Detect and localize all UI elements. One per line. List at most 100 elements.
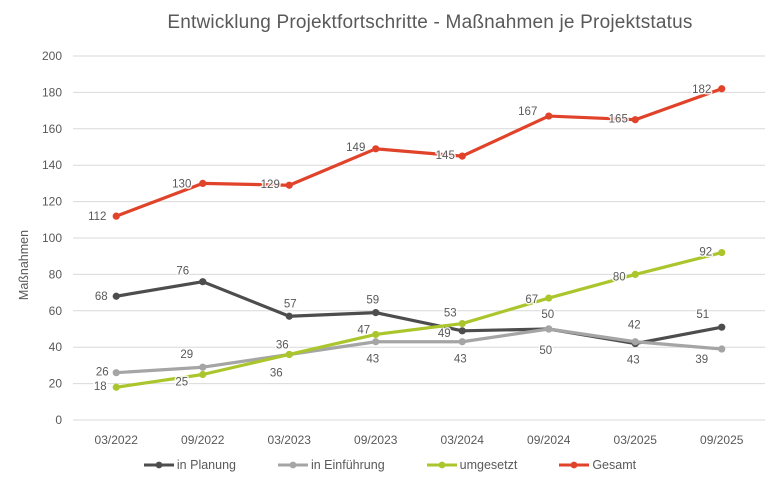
data-point-marker [285, 181, 293, 189]
data-point-label: 92 [699, 247, 712, 259]
y-axis-tick-label: 120 [42, 195, 62, 209]
x-axis-tick-label: 09/2022 [181, 433, 225, 447]
data-point-label: 130 [172, 178, 191, 190]
data-point-label: 43 [454, 354, 467, 366]
data-point-marker [372, 145, 380, 153]
y-axis-tick-label: 40 [49, 340, 63, 354]
data-point-marker [199, 278, 207, 286]
y-axis-title: Maßnahmen [17, 230, 31, 300]
data-point-marker [112, 383, 120, 391]
x-axis-tick-label: 03/2024 [441, 433, 485, 447]
y-axis-tick-label: 100 [42, 231, 62, 245]
y-axis-tick-label: 80 [49, 267, 63, 281]
data-point-label: 76 [176, 266, 189, 278]
chart-title: Entwicklung Projektfortschritte - Maßnah… [167, 12, 693, 33]
y-axis-tick-label: 60 [49, 304, 63, 318]
data-point-label: 68 [95, 291, 108, 303]
data-point-label: 42 [628, 320, 641, 332]
data-point-label: 43 [627, 355, 640, 367]
x-axis-tick-label: 09/2024 [527, 433, 571, 447]
data-point-marker [631, 270, 639, 278]
data-point-marker [199, 179, 207, 187]
data-point-label: 26 [96, 367, 109, 379]
data-point-marker [372, 330, 380, 339]
legend-marker-icon [277, 461, 308, 469]
data-point-marker [285, 312, 293, 320]
x-axis-tick-label: 03/2022 [95, 433, 139, 447]
data-point-label: 18 [94, 381, 107, 393]
legend-item-in-einf-hrung: in Einführung [277, 458, 385, 472]
data-point-marker [372, 309, 380, 317]
data-point-label: 50 [539, 345, 552, 357]
series-gesamt: 112 130 129 149 145 167 165 182 [87, 82, 726, 225]
data-point-label: 25 [175, 377, 188, 389]
data-point-marker [631, 116, 639, 124]
data-point-label: 43 [366, 354, 379, 366]
data-point-label: 53 [444, 308, 457, 320]
series-in-planung: 68 76 57 59 49 50 42 51 [93, 264, 726, 348]
data-point-marker [631, 338, 639, 346]
y-axis-tick-label: 0 [55, 413, 62, 427]
legend-label: umgesetzt [459, 458, 518, 472]
series-line [114, 250, 724, 389]
y-axis-tick-label: 20 [49, 377, 63, 391]
y-axis-tick-label: 180 [42, 85, 62, 99]
data-point-label: 149 [346, 142, 365, 154]
data-point-marker [545, 112, 553, 120]
data-point-marker [718, 345, 726, 353]
data-point-label: 145 [436, 150, 455, 162]
data-point-label: 50 [541, 309, 554, 321]
x-axis-tick-label: 03/2025 [614, 433, 658, 447]
x-axis-tick-label: 09/2023 [354, 433, 398, 447]
legend-item-in-planung: in Planung [143, 458, 236, 472]
legend-marker-dot [570, 461, 578, 469]
data-point-label: 112 [88, 211, 106, 223]
data-point-marker [458, 319, 466, 328]
data-point-label: 80 [613, 271, 626, 283]
legend-marker-dot [438, 461, 446, 469]
data-point-label: 49 [438, 328, 451, 340]
series-line [114, 327, 724, 375]
data-point-label: 57 [284, 298, 297, 310]
legend-marker-dot [155, 461, 163, 469]
y-axis-tick-label: 160 [42, 122, 62, 136]
series-line [114, 280, 724, 346]
legend-marker-icon [143, 461, 174, 469]
data-point-label: 167 [518, 106, 537, 118]
data-point-marker [199, 370, 207, 379]
data-point-label: 36 [270, 367, 283, 379]
data-point-marker [458, 152, 466, 160]
data-point-label: 59 [366, 295, 379, 307]
legend-item-umgesetzt: umgesetzt [426, 458, 518, 472]
data-point-label: 29 [180, 349, 193, 361]
data-point-label: 47 [357, 324, 370, 336]
x-axis-tick-label: 09/2025 [700, 433, 744, 447]
data-point-marker [285, 350, 293, 359]
legend-item-gesamt: Gesamt [559, 458, 636, 472]
data-point-label: 36 [276, 339, 289, 351]
data-point-marker [545, 325, 553, 333]
data-point-marker [199, 363, 207, 371]
data-point-marker [718, 85, 726, 93]
legend-label: Gesamt [592, 458, 637, 472]
legend-marker-icon [426, 461, 457, 469]
y-axis-tick-label: 140 [42, 158, 62, 172]
data-point-marker [718, 248, 726, 257]
data-point-marker [372, 338, 380, 346]
data-point-marker [545, 294, 553, 302]
legend-label: in Planung [176, 458, 236, 472]
data-point-marker [458, 327, 466, 335]
legend-label: in Einführung [310, 458, 385, 472]
series-umgesetzt: 18 25 36 47 53 67 80 92 [92, 245, 726, 395]
data-point-marker [458, 338, 466, 346]
data-point-label: 39 [695, 354, 708, 366]
x-axis-tick-label: 03/2023 [268, 433, 312, 447]
data-point-marker [112, 292, 120, 300]
data-point-label: 51 [696, 309, 709, 321]
data-point-label: 165 [609, 114, 628, 126]
y-axis-tick-label: 200 [42, 49, 62, 63]
data-point-label: 182 [692, 84, 711, 96]
legend-marker-dot [289, 461, 297, 469]
